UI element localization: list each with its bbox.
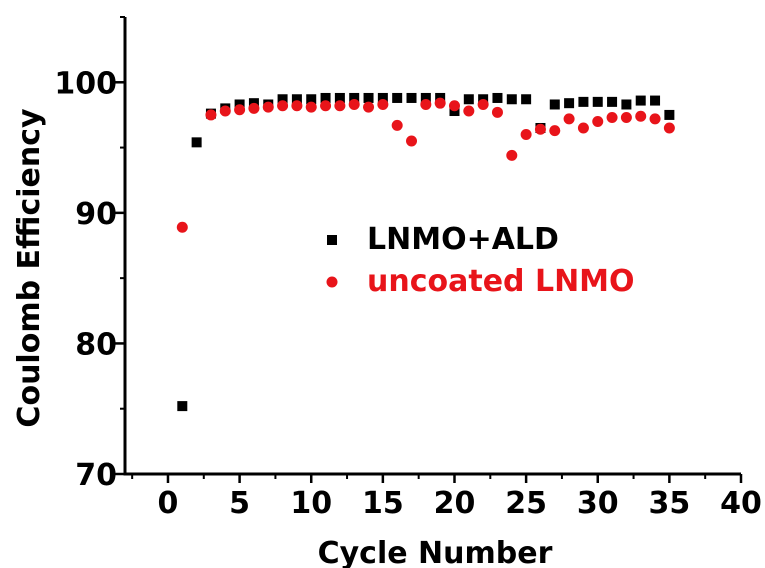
legend-label: uncoated LNMO	[367, 264, 635, 299]
data-point-circle	[420, 98, 432, 110]
data-point-circle	[491, 106, 503, 118]
legend: LNMO+ALD uncoated LNMO	[326, 222, 635, 299]
x-tick-label: 30	[577, 486, 619, 521]
data-point-circle	[520, 129, 532, 141]
data-point-circle	[277, 100, 289, 112]
data-point-square	[392, 92, 403, 103]
data-point-circle	[234, 104, 246, 116]
data-point-square	[635, 95, 646, 106]
data-point-circle	[219, 105, 231, 117]
data-point-square	[592, 96, 603, 107]
data-point-square	[306, 94, 317, 105]
x-tick-label: 10	[290, 486, 332, 521]
data-point-square	[291, 94, 302, 105]
data-point-square	[420, 92, 431, 103]
data-point-square	[607, 96, 618, 107]
data-point-square	[349, 92, 360, 103]
data-point-square	[334, 92, 345, 103]
data-point-square	[506, 94, 517, 105]
data-point-square	[406, 92, 417, 103]
y-tick-label: 100	[54, 66, 117, 101]
y-axis-title: Coulomb Efficiency	[12, 108, 47, 428]
data-point-square	[650, 95, 661, 106]
x-tick-label: 0	[158, 486, 179, 521]
x-tick-label: 35	[648, 486, 690, 521]
data-point-circle	[434, 97, 446, 109]
data-point-circle	[377, 98, 389, 110]
series-layer	[176, 92, 675, 412]
data-point-circle	[262, 101, 274, 113]
data-point-circle	[463, 105, 475, 117]
tick-labels: 0 5 10 15 20 25 30 35 40 70 80 90 100	[54, 66, 762, 521]
data-point-circle	[549, 125, 561, 137]
y-tick-label: 90	[75, 197, 117, 232]
x-tick-label: 5	[229, 486, 250, 521]
data-point-circle	[534, 123, 546, 135]
data-point-square	[191, 137, 202, 148]
data-point-circle	[406, 135, 418, 147]
data-point-square	[320, 92, 331, 103]
data-point-circle	[506, 149, 518, 161]
data-point-square	[377, 92, 388, 103]
axes	[123, 17, 741, 476]
data-point-square	[664, 109, 675, 120]
ticks	[115, 16, 743, 483]
data-point-square	[463, 94, 474, 105]
data-point-circle	[649, 113, 661, 125]
legend-marker-square	[327, 235, 337, 245]
legend-marker-circle	[326, 276, 338, 288]
series-uncoated-lnmo	[176, 97, 675, 233]
data-point-square	[578, 96, 589, 107]
data-point-square	[621, 99, 632, 110]
data-point-circle	[248, 102, 260, 114]
x-tick-label: 15	[362, 486, 404, 521]
x-tick-label: 20	[434, 486, 476, 521]
data-point-circle	[176, 221, 188, 233]
data-point-circle	[477, 98, 489, 110]
legend-label: LNMO+ALD	[367, 222, 559, 257]
data-point-square	[549, 99, 560, 110]
data-point-square	[177, 401, 188, 412]
y-tick-label: 70	[75, 458, 117, 493]
data-point-circle	[563, 113, 575, 125]
data-point-circle	[391, 119, 403, 131]
data-point-circle	[663, 122, 675, 134]
data-point-circle	[205, 109, 217, 121]
data-point-circle	[620, 112, 632, 124]
data-point-circle	[448, 100, 460, 112]
data-point-circle	[363, 101, 375, 113]
data-point-circle	[592, 115, 604, 127]
y-tick-label: 80	[75, 327, 117, 362]
data-point-circle	[305, 101, 317, 113]
data-point-square	[521, 94, 532, 105]
x-tick-label: 25	[505, 486, 547, 521]
data-point-square	[277, 94, 288, 105]
data-point-circle	[635, 110, 647, 122]
data-point-circle	[577, 122, 589, 134]
data-point-circle	[606, 112, 618, 124]
data-point-circle	[291, 100, 303, 112]
x-axis-title: Cycle Number	[318, 536, 553, 568]
data-point-circle	[334, 100, 346, 112]
data-point-circle	[320, 100, 332, 112]
x-tick-label: 40	[720, 486, 762, 521]
data-point-square	[363, 92, 374, 103]
data-point-square	[564, 98, 575, 109]
data-point-square	[492, 92, 503, 103]
data-point-circle	[348, 98, 360, 110]
